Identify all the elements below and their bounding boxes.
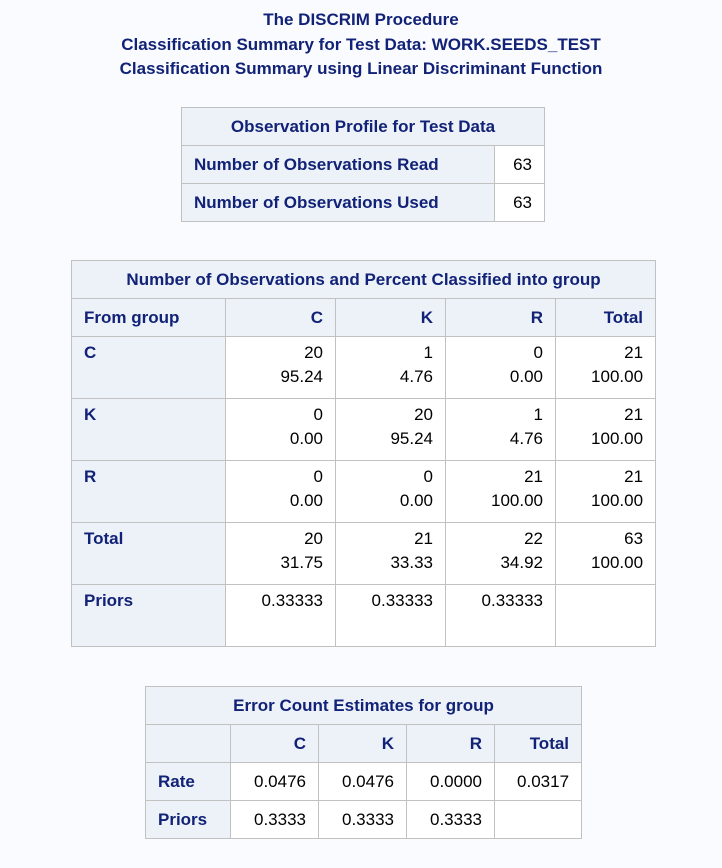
cell: 63 100.00 bbox=[554, 522, 657, 585]
cell: 20 31.75 bbox=[225, 522, 336, 585]
observation-profile-table: Observation Profile for Test Data Number… bbox=[181, 107, 545, 222]
prior-c: 0.33333 bbox=[225, 584, 336, 647]
rate-c: 0.0476 bbox=[230, 762, 319, 801]
cell: 20 95.24 bbox=[335, 398, 446, 461]
err-col-header-k: K bbox=[318, 724, 407, 763]
err-col-header-c: C bbox=[230, 724, 319, 763]
cell: 21 100.00 bbox=[445, 460, 556, 523]
row-label-r: R bbox=[71, 460, 226, 523]
function-title: Classification Summary using Linear Disc… bbox=[119, 59, 603, 78]
err-prior-c: 0.3333 bbox=[230, 800, 319, 839]
cell: 0 0.00 bbox=[225, 460, 336, 523]
rate-r: 0.0000 bbox=[406, 762, 495, 801]
table-row: Number of Observations Read 63 bbox=[181, 145, 545, 184]
error-count-table: Error Count Estimates for group C K R To… bbox=[144, 686, 583, 839]
col-header-r: R bbox=[445, 298, 556, 337]
table-row: C 20 95.24 1 4.76 0 0.00 21 100.00 bbox=[71, 336, 657, 399]
table-row: Number of Observations Used 63 bbox=[181, 183, 545, 222]
rate-k: 0.0476 bbox=[318, 762, 407, 801]
err-col-header-total: Total bbox=[493, 724, 583, 763]
classification-table: Number of Observations and Percent Class… bbox=[70, 260, 657, 647]
table-row: Priors 0.33333 0.33333 0.33333 bbox=[71, 584, 657, 647]
empty-corner bbox=[145, 724, 231, 763]
rate-total: 0.0317 bbox=[493, 762, 583, 801]
row-label-total: Total bbox=[71, 522, 226, 585]
cell: 0 0.00 bbox=[445, 336, 556, 399]
table-row: R 0 0.00 0 0.00 21 100.00 21 100.00 bbox=[71, 460, 657, 523]
obs-used-value: 63 bbox=[494, 183, 545, 222]
row-label-priors: Priors bbox=[71, 584, 226, 647]
cell: 21 100.00 bbox=[554, 460, 657, 523]
cell: 21 100.00 bbox=[554, 398, 657, 461]
row-label-k: K bbox=[71, 398, 226, 461]
error-caption: Error Count Estimates for group bbox=[144, 686, 583, 725]
obs-read-label: Number of Observations Read bbox=[181, 145, 495, 184]
rate-label: Rate bbox=[145, 762, 231, 801]
prior-r: 0.33333 bbox=[445, 584, 556, 647]
col-header-total: Total bbox=[554, 298, 657, 337]
err-col-header-r: R bbox=[406, 724, 495, 763]
table-row: Priors 0.3333 0.3333 0.3333 bbox=[145, 800, 583, 839]
cell: 21 100.00 bbox=[554, 336, 657, 399]
cell: 0 0.00 bbox=[335, 460, 446, 523]
profile-caption: Observation Profile for Test Data bbox=[181, 107, 545, 146]
from-group-header: From group bbox=[71, 298, 226, 337]
prior-total bbox=[554, 584, 657, 647]
titles: The DISCRIM Procedure Classification Sum… bbox=[0, 8, 722, 82]
err-prior-k: 0.3333 bbox=[318, 800, 407, 839]
obs-used-label: Number of Observations Used bbox=[181, 183, 495, 222]
summary-title: Classification Summary for Test Data: WO… bbox=[121, 34, 601, 54]
cell: 21 33.33 bbox=[335, 522, 446, 585]
classification-caption: Number of Observations and Percent Class… bbox=[70, 260, 657, 299]
err-prior-total bbox=[493, 800, 583, 839]
table-row: Rate 0.0476 0.0476 0.0000 0.0317 bbox=[145, 762, 583, 801]
cell: 1 4.76 bbox=[445, 398, 556, 461]
row-label-c: C bbox=[71, 336, 226, 399]
obs-read-value: 63 bbox=[494, 145, 545, 184]
cell: 22 34.92 bbox=[445, 522, 556, 585]
cell: 20 95.24 bbox=[225, 336, 336, 399]
table-row: Total 20 31.75 21 33.33 22 34.92 63 100.00 bbox=[71, 522, 657, 585]
prior-k: 0.33333 bbox=[335, 584, 446, 647]
priors-label: Priors bbox=[145, 800, 231, 839]
procedure-title: The DISCRIM Procedure bbox=[263, 10, 459, 29]
err-prior-r: 0.3333 bbox=[406, 800, 495, 839]
cell: 1 4.76 bbox=[335, 336, 446, 399]
col-header-k: K bbox=[335, 298, 446, 337]
cell: 0 0.00 bbox=[225, 398, 336, 461]
col-header-c: C bbox=[225, 298, 336, 337]
table-row: K 0 0.00 20 95.24 1 4.76 21 100.00 bbox=[71, 398, 657, 461]
